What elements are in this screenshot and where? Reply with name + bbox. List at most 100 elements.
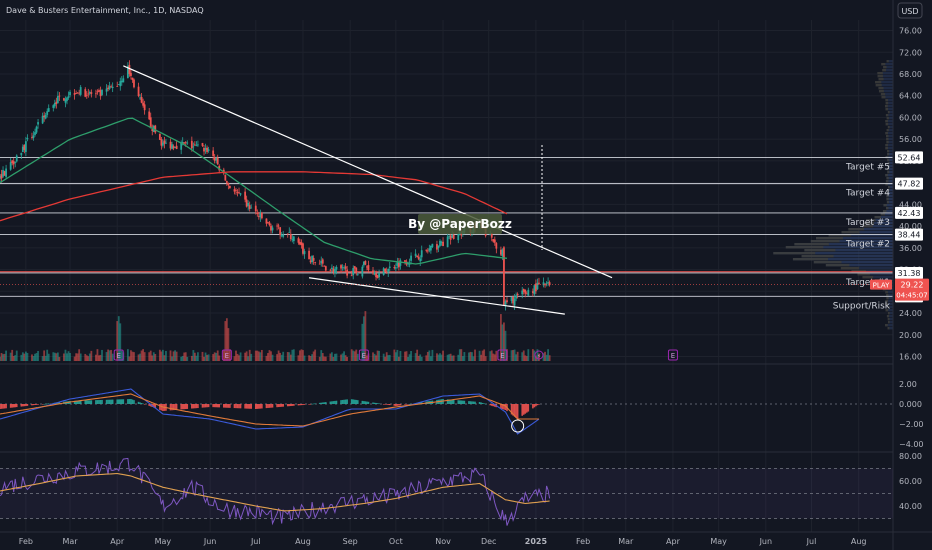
macd-histogram-bar <box>449 399 452 404</box>
level-price-tag-label: 42.43 <box>898 209 921 218</box>
candle-body <box>527 289 530 296</box>
volume-bar <box>131 351 134 361</box>
macd-histogram-bar <box>32 404 35 406</box>
candle-body <box>63 98 65 101</box>
macd-histogram-bar <box>0 404 1 409</box>
macd-histogram-bar <box>99 400 102 404</box>
macd-histogram-bar <box>101 399 103 404</box>
macd-histogram-bar <box>343 399 345 404</box>
profile-bar-accent <box>885 114 889 117</box>
macd-histogram-bar <box>142 403 144 405</box>
candle-body <box>410 255 412 261</box>
candle-body <box>175 145 178 149</box>
candle-body <box>341 267 344 268</box>
volume-bar <box>248 349 251 361</box>
candle-body <box>436 244 438 250</box>
candle-body <box>101 89 103 95</box>
volume-bar <box>282 351 285 361</box>
volume-bar <box>31 354 33 361</box>
macd-histogram-bar <box>515 404 517 418</box>
macd-histogram-bar <box>335 400 338 404</box>
macd-histogram-bar <box>207 404 210 408</box>
macd-histogram-bar <box>524 404 527 414</box>
profile-bar-accent <box>880 93 886 96</box>
macd-histogram-bar <box>98 400 100 404</box>
candle-body <box>203 147 205 152</box>
macd-histogram-bar <box>235 404 237 409</box>
macd-histogram-bar <box>76 400 79 404</box>
volume-bar <box>99 354 102 361</box>
lightning-icon[interactable] <box>534 350 544 360</box>
volume-bar <box>96 349 99 361</box>
candle-body <box>250 207 253 209</box>
candle-body <box>126 65 129 78</box>
level-price-tag-label: 31.38 <box>898 269 921 278</box>
candle-body <box>524 289 527 294</box>
profile-bar-accent <box>841 231 860 234</box>
profile-bar-accent <box>877 72 883 75</box>
volume-bar <box>504 330 507 361</box>
volume-bar <box>515 354 518 361</box>
macd-histogram-bar <box>117 399 120 404</box>
volume-bar <box>238 355 240 361</box>
volume-bar <box>329 353 332 361</box>
volume-bar <box>133 352 135 361</box>
profile-bar <box>885 300 893 303</box>
profile-bar <box>882 69 893 72</box>
candle-body <box>329 269 332 271</box>
volume-bar <box>55 353 58 361</box>
profile-bar <box>874 216 893 219</box>
volume-bar <box>66 353 68 361</box>
volume-bar <box>183 352 186 361</box>
candle-body <box>260 212 263 219</box>
macd-histogram-bar <box>500 404 502 409</box>
candle-body <box>151 129 154 132</box>
profile-bar-accent <box>886 141 889 144</box>
candle-body <box>289 233 292 240</box>
currency-button[interactable] <box>897 2 923 19</box>
candle-body <box>23 144 26 150</box>
profile-bar-accent <box>882 69 886 72</box>
event-marker[interactable] <box>358 349 369 361</box>
volume-bar <box>169 350 172 361</box>
candle-body <box>355 267 358 274</box>
macd-histogram-bar <box>14 404 17 408</box>
profile-bar-accent <box>887 321 890 324</box>
macd-histogram-bar <box>133 400 135 404</box>
profile-bar-accent <box>875 84 882 87</box>
volume-bar <box>130 350 132 361</box>
profile-bar-accent <box>887 306 890 309</box>
candle-body <box>140 96 143 103</box>
macd-histogram-bar <box>152 404 155 408</box>
candle-body <box>521 290 524 295</box>
volume-bar <box>501 324 504 361</box>
volume-bar <box>385 352 388 361</box>
event-marker[interactable] <box>667 349 678 361</box>
event-marker[interactable] <box>497 349 508 361</box>
level-price-tag <box>895 266 923 279</box>
event-marker[interactable] <box>113 349 124 361</box>
time-axis-label: Mar <box>618 537 634 546</box>
macd-histogram-bar <box>350 399 353 404</box>
candle-body <box>309 260 312 263</box>
profile-bar-accent <box>885 174 888 177</box>
volume-bar <box>332 356 335 361</box>
macd-histogram-bar <box>512 404 514 416</box>
candle-body <box>239 193 242 195</box>
profile-bar-accent <box>813 261 842 264</box>
volume-bar <box>527 349 530 361</box>
macd-histogram-bar <box>89 400 91 404</box>
candle-body <box>116 85 119 87</box>
macd-histogram-bar <box>216 404 219 408</box>
event-marker[interactable] <box>221 349 232 361</box>
macd-histogram-bar <box>458 400 461 404</box>
volume-bar <box>90 350 93 361</box>
candle-body <box>35 126 38 133</box>
volume-bar <box>20 354 23 361</box>
volume-bar <box>364 311 367 361</box>
profile-bar-accent <box>840 267 860 270</box>
volume-bar <box>439 353 441 361</box>
macd-histogram-bar <box>105 399 108 404</box>
candle-body <box>76 92 79 94</box>
profile-bar <box>887 327 893 330</box>
